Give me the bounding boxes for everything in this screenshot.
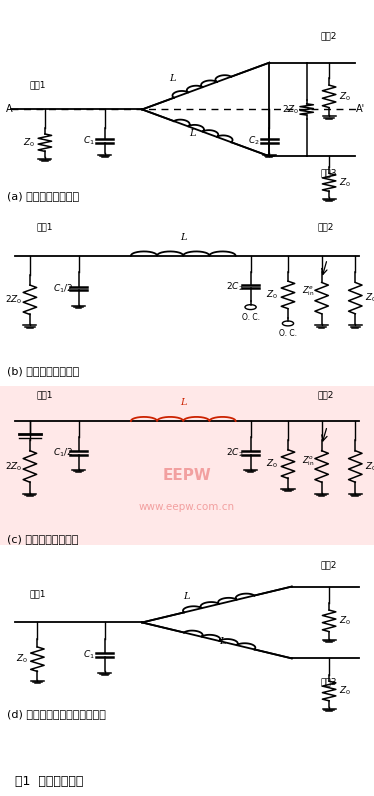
Text: $C_1/2$: $C_1/2$: [53, 282, 73, 295]
Text: $Z^e_{\rm in}$: $Z^e_{\rm in}$: [302, 285, 315, 298]
Text: L: L: [169, 74, 176, 83]
Text: 端口1: 端口1: [29, 80, 46, 89]
Text: $C_1$: $C_1$: [83, 649, 95, 661]
Text: (c) 奇模激励等效电路: (c) 奇模激励等效电路: [7, 533, 79, 544]
Text: $2C_2$: $2C_2$: [226, 280, 243, 293]
Text: 端口2: 端口2: [321, 560, 337, 569]
Text: $2Z_0$: $2Z_0$: [6, 294, 23, 306]
Text: $Z_0$: $Z_0$: [266, 289, 278, 301]
Text: $Z_0$: $Z_0$: [339, 90, 351, 103]
Text: $Z_0$: $Z_0$: [365, 460, 374, 473]
Text: $Z_0$: $Z_0$: [266, 458, 278, 470]
Text: $Z_0$: $Z_0$: [339, 685, 351, 697]
FancyBboxPatch shape: [0, 386, 374, 545]
Text: www.eepw.com.cn: www.eepw.com.cn: [139, 502, 235, 512]
Text: $2Z_0$: $2Z_0$: [6, 460, 23, 473]
Text: L: L: [180, 232, 187, 242]
Text: 端口1: 端口1: [29, 589, 46, 599]
Text: $Z_0$: $Z_0$: [339, 615, 351, 627]
Text: L: L: [180, 398, 187, 408]
Text: 端口2: 端口2: [317, 390, 334, 400]
Text: O. C.: O. C.: [279, 329, 297, 338]
Text: $2C_2$: $2C_2$: [226, 447, 243, 459]
Text: A': A': [356, 104, 365, 115]
Text: $Z_0$: $Z_0$: [365, 292, 374, 304]
Text: EEPW: EEPW: [163, 468, 211, 482]
Text: 端口3: 端口3: [321, 677, 337, 686]
Text: 端口1: 端口1: [37, 223, 53, 232]
Text: 端口1: 端口1: [37, 390, 53, 400]
Text: $Z_0$: $Z_0$: [16, 653, 28, 665]
Text: $C_2$: $C_2$: [248, 135, 260, 147]
Text: O. C.: O. C.: [242, 313, 260, 322]
Text: (d) 端口一输入信号时等效电路: (d) 端口一输入信号时等效电路: [7, 708, 106, 719]
Text: $Z^o_{\rm in}$: $Z^o_{\rm in}$: [302, 455, 315, 467]
Text: 端口2: 端口2: [317, 223, 334, 232]
Text: (b) 偶模激励等效电路: (b) 偶模激励等效电路: [7, 366, 80, 377]
Text: $C_1/2$: $C_1/2$: [53, 447, 73, 459]
Text: L: L: [220, 637, 226, 646]
Text: (a) 功分器拓扑结构图: (a) 功分器拓扑结构图: [7, 191, 80, 201]
Text: 端口2: 端口2: [321, 31, 337, 41]
Text: A: A: [6, 104, 13, 115]
Text: $Z_0$: $Z_0$: [23, 136, 35, 149]
Text: 端口3: 端口3: [321, 168, 337, 177]
Text: $Z_0$: $Z_0$: [339, 176, 351, 189]
Text: $2Z_0$: $2Z_0$: [282, 103, 300, 115]
Text: L: L: [184, 591, 190, 601]
Text: L: L: [190, 129, 196, 138]
Text: 图1  功分器结构图: 图1 功分器结构图: [15, 775, 83, 788]
Text: $C_1$: $C_1$: [83, 135, 95, 147]
